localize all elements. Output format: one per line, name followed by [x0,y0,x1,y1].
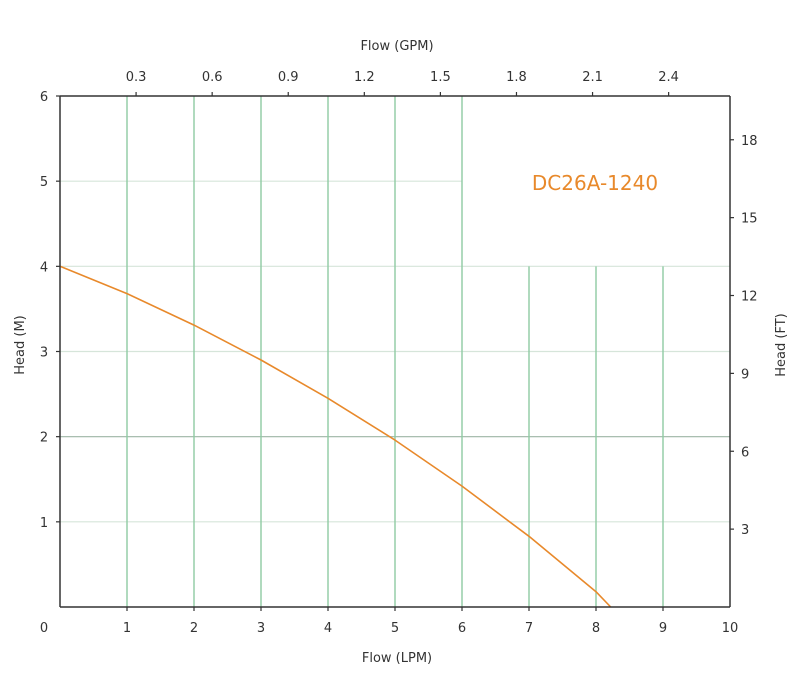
x2-tick-label: 0.6 [202,70,223,85]
y2-axis-title: Head (FT) [774,313,789,376]
x-tick-label: 5 [391,621,399,636]
y-tick-label: 2 [40,431,48,446]
y2-tick-label: 12 [741,290,758,305]
x-tick-label: 6 [458,621,466,636]
y-tick-label: 6 [40,90,48,105]
x2-tick-label: 1.8 [506,70,527,85]
y-tick-label: 5 [40,175,48,190]
grid-lines [60,96,730,607]
y-tick-label: 1 [40,516,48,531]
y-tick-label: 3 [40,346,48,361]
x-tick-label: 2 [190,621,198,636]
x2-tick-label: 0.9 [278,70,299,85]
y-tick-label: 4 [40,260,48,275]
x2-tick-label: 1.2 [354,70,375,85]
x-tick-label: 0 [40,621,48,636]
y-axis-title: Head (M) [13,315,28,374]
y2-tick-label: 6 [741,445,749,460]
y2-tick-label: 3 [741,523,749,538]
x-tick-label: 9 [659,621,667,636]
x-tick-label: 1 [123,621,131,636]
x2-tick-label: 2.1 [582,70,603,85]
pump-curve-line [59,265,612,608]
x2-tick-label: 0.3 [126,70,147,85]
model-label: DC26A-1240 [532,171,658,195]
x-tick-label: 3 [257,621,265,636]
curve-layer [59,265,612,608]
x-tick-label: 7 [525,621,533,636]
x-tick-label: 8 [592,621,600,636]
x-axis-title: Flow (LPM) [362,651,432,666]
axes [56,92,734,611]
y2-tick-label: 9 [741,367,749,382]
x-tick-label: 10 [722,621,739,636]
y2-tick-label: 15 [741,212,758,227]
x2-tick-label: 2.4 [658,70,679,85]
y2-tick-label: 18 [741,134,758,149]
x-tick-label: 4 [324,621,332,636]
x2-tick-label: 1.5 [430,70,451,85]
x2-axis-title: Flow (GPM) [360,39,433,54]
